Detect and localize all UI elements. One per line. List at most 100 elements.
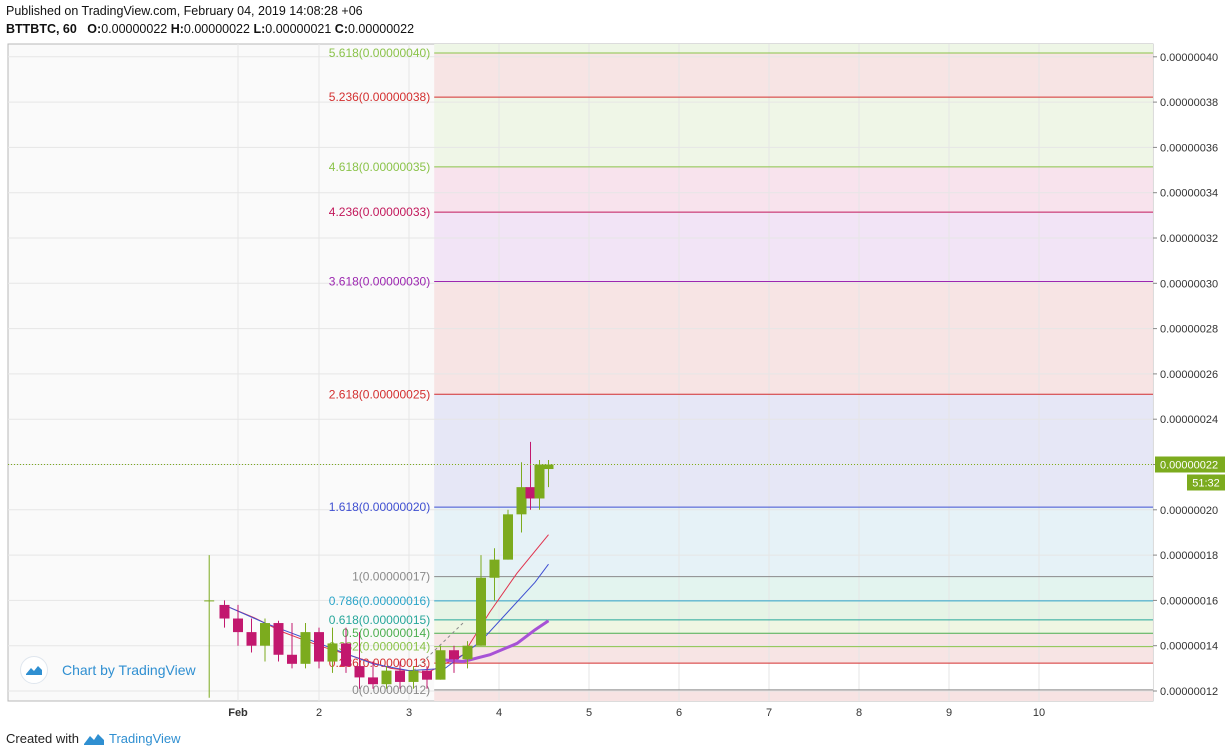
fib-level-label: 4.236(0.00000033) (329, 205, 430, 219)
ma-slow-line (435, 619, 550, 664)
open-label: O: (87, 22, 102, 36)
fib-zone (434, 394, 1153, 508)
close-label: C: (334, 22, 348, 36)
fib-zone (434, 97, 1153, 167)
candle-body (204, 600, 215, 602)
candle-body (516, 487, 527, 515)
fib-level-label: 4.618(0.00000035) (329, 160, 430, 174)
fib-zone (434, 663, 1153, 690)
x-tick-label: 6 (676, 707, 682, 719)
fib-level-label: 0.5(0.00000014) (342, 626, 430, 640)
fib-level-label: 0(0.00000012) (352, 683, 430, 697)
fib-level-label: 0.382(0.00000014) (329, 640, 430, 654)
x-tick-label: 5 (586, 707, 592, 719)
candle-body (300, 632, 311, 664)
countdown-badge (1187, 474, 1225, 491)
footer-prefix: Created with (6, 731, 79, 746)
candle-body (219, 604, 230, 619)
trend-dashed-line (408, 622, 464, 676)
candle-body (449, 650, 459, 660)
candle-body (314, 632, 324, 662)
last-price-badge (1155, 456, 1225, 473)
low-value: 0.00000021 (265, 22, 332, 36)
candle-body (462, 645, 473, 660)
tradingview-watermark[interactable]: Chart by TradingView (20, 656, 196, 684)
tradingview-logo-icon (83, 733, 104, 745)
y-tick-label: 0.00000034 (1160, 188, 1218, 200)
candle-body (422, 670, 432, 680)
close-value: 0.00000022 (348, 22, 415, 36)
high-value: 0.00000022 (183, 22, 250, 36)
candle-body (260, 623, 270, 646)
fib-zone (434, 52, 1153, 98)
footer-brand[interactable]: TradingView (108, 731, 181, 746)
fib-level-label: 2.618(0.00000025) (329, 387, 430, 401)
fib-level-label: 5.618(0.00000040) (329, 46, 430, 60)
y-tick-label: 0.00000028 (1160, 324, 1218, 336)
fib-zone (434, 633, 1153, 647)
fib-level-label: 1.618(0.00000020) (329, 500, 430, 514)
fib-zone (434, 166, 1153, 213)
candle-body (381, 670, 392, 685)
countdown-label: 51:32 (1192, 478, 1220, 490)
y-tick-label: 0.00000014 (1160, 641, 1218, 653)
y-tick-label: 0.00000040 (1160, 52, 1218, 64)
candle-body (287, 654, 297, 664)
y-tick-label: 0.00000018 (1160, 550, 1218, 562)
x-tick-label: 10 (1033, 707, 1045, 719)
fib-zone (434, 44, 1153, 53)
candle-body (489, 559, 500, 578)
candle-body (395, 670, 405, 682)
x-tick-label: 8 (856, 707, 862, 719)
candle-body (525, 487, 536, 499)
fib-level-label: 3.618(0.00000030) (329, 274, 430, 288)
high-label: H: (170, 22, 184, 36)
x-tick-label: Feb (228, 707, 248, 719)
fib-level-label: 5.236(0.00000038) (329, 90, 430, 104)
ohlc-header: BTTBTC, 60 O:0.00000022 H:0.00000022 L:0… (6, 22, 414, 36)
y-tick-label: 0.00000012 (1160, 686, 1218, 698)
candle-body (543, 464, 554, 470)
y-tick-label: 0.00000024 (1160, 414, 1218, 426)
candle-body (534, 464, 545, 499)
low-label: L: (253, 22, 266, 36)
fib-zone (434, 619, 1153, 634)
x-tick-label: 7 (766, 707, 772, 719)
x-tick-label: 3 (406, 707, 412, 719)
footer-credit: Created with TradingView (6, 731, 181, 746)
last-price-label: 0.00000022 (1160, 460, 1218, 472)
y-tick-label: 0.00000036 (1160, 142, 1218, 154)
candle-body (503, 514, 513, 560)
y-tick-label: 0.00000016 (1160, 595, 1218, 607)
watermark-text: Chart by TradingView (62, 662, 196, 678)
candle-body (273, 623, 284, 655)
candle-body (341, 643, 351, 667)
y-tick-label: 0.00000026 (1160, 369, 1218, 381)
fib-zone (434, 646, 1153, 664)
fib-level-label: 0.236(0.00000013) (329, 656, 430, 670)
y-tick-label: 0.00000038 (1160, 97, 1218, 109)
candle-body (408, 670, 419, 682)
tradingview-logo-icon (20, 656, 48, 684)
fib-level-label: 0.786(0.00000016) (329, 594, 430, 608)
fib-level-label: 1(0.00000017) (352, 570, 430, 584)
x-tick-label: 9 (946, 707, 952, 719)
fib-zone (434, 281, 1153, 395)
fib-zone (434, 689, 1153, 701)
fib-zone (434, 507, 1153, 577)
open-value: 0.00000022 (101, 22, 168, 36)
candle-body (233, 618, 243, 633)
candle-body (368, 677, 378, 685)
candle-body (354, 666, 365, 678)
symbol-label: BTTBTC, 60 (6, 22, 77, 36)
candle-body (476, 577, 486, 646)
candle-body (246, 632, 257, 646)
published-caption: Published on TradingView.com, February 0… (6, 4, 363, 18)
fib-zone (434, 212, 1153, 282)
x-tick-label: 4 (496, 707, 502, 719)
fib-zone (434, 576, 1153, 601)
y-tick-label: 0.00000030 (1160, 278, 1218, 290)
y-tick-label: 0.00000032 (1160, 233, 1218, 245)
fib-level-label: 0.618(0.00000015) (329, 613, 430, 627)
